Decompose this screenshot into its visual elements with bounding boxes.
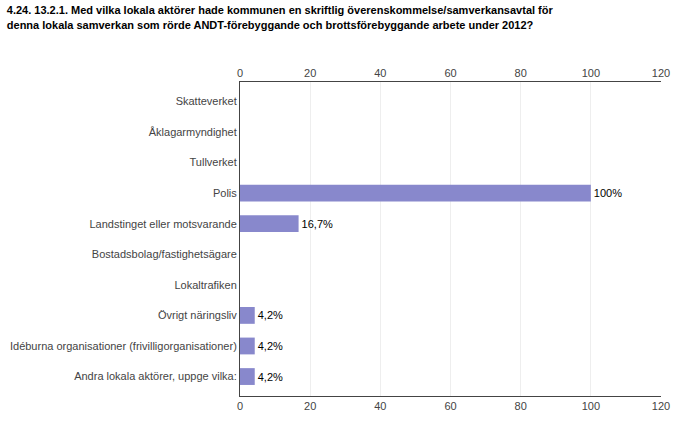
svg-text:Andra lokala aktörer, uppge vi: Andra lokala aktörer, uppge vilka: [74,370,237,382]
svg-text:Idéburna organisationer (frivi: Idéburna organisationer (frivilligorgani… [10,340,237,352]
svg-text:20: 20 [304,67,316,79]
svg-text:16,7%: 16,7% [302,218,333,230]
svg-text:0: 0 [237,67,243,79]
svg-text:4,2%: 4,2% [258,309,283,321]
svg-text:4,2%: 4,2% [258,371,283,383]
svg-text:120: 120 [652,67,670,79]
svg-text:Tullverket: Tullverket [190,156,237,168]
svg-text:120: 120 [652,400,670,412]
svg-text:60: 60 [444,400,456,412]
svg-text:80: 80 [515,67,527,79]
svg-text:40: 40 [374,67,386,79]
svg-text:40: 40 [374,400,386,412]
svg-text:Bostadsbolag/fastighetsägare: Bostadsbolag/fastighetsägare [92,248,237,260]
svg-text:Skatteverket: Skatteverket [176,95,237,107]
svg-text:Polis: Polis [213,187,237,199]
svg-text:20: 20 [304,400,316,412]
svg-text:Lokaltrafiken: Lokaltrafiken [174,279,236,291]
svg-text:100: 100 [582,67,600,79]
svg-text:4,2%: 4,2% [258,340,283,352]
svg-text:80: 80 [515,400,527,412]
svg-text:100: 100 [582,400,600,412]
svg-text:0: 0 [237,400,243,412]
svg-text:Landstinget eller motsvarande: Landstinget eller motsvarande [89,218,236,230]
svg-text:Åklagarmyndighet: Åklagarmyndighet [149,126,237,138]
svg-text:4.24. 13.2.1. Med vilka lokala: 4.24. 13.2.1. Med vilka lokala aktörer h… [7,4,554,30]
svg-text:Övrigt näringsliv: Övrigt näringsliv [158,309,237,321]
svg-text:100%: 100% [594,187,622,199]
svg-text:60: 60 [444,67,456,79]
